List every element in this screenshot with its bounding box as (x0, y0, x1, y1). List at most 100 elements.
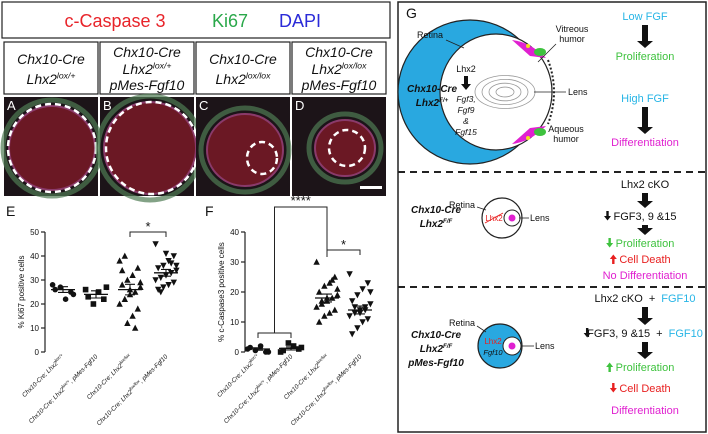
eye-label: Lhx2 (484, 337, 502, 346)
point (346, 271, 353, 278)
point (359, 319, 366, 326)
eye-label: Fgf10 (483, 348, 503, 357)
lens-ring (495, 86, 515, 98)
point (134, 305, 141, 312)
eye-label: Lhx2 (456, 64, 476, 74)
tissue (103, 101, 197, 195)
tissue (8, 105, 96, 191)
trend-arrow (606, 238, 614, 248)
genotype-line: Lhx2F/F (420, 343, 453, 355)
point (331, 306, 338, 313)
genotype-line: Lhx2lox/+ (27, 71, 76, 87)
genotype-line: Chx10-Cre (411, 330, 461, 341)
genotype-line: Lhx2lox/+ (123, 61, 172, 77)
step-part: Lhx2 cKO (621, 179, 670, 191)
point (103, 284, 110, 290)
step-part: FGF10 (661, 293, 695, 305)
category-after: , pMes-Fgf10 (68, 353, 100, 385)
eye-core (508, 214, 516, 222)
y-tick-label: 20 (230, 288, 239, 297)
outline (327, 128, 367, 168)
ciliary (534, 48, 546, 56)
step-text: Differentiation (611, 137, 679, 149)
point (121, 252, 128, 259)
tissue (306, 111, 384, 185)
panel-letter: C (199, 98, 208, 113)
step-text: Lhx2 cKO (621, 179, 670, 191)
point (129, 271, 136, 278)
point (173, 267, 180, 274)
point (316, 288, 323, 295)
point (160, 284, 167, 291)
point (290, 343, 297, 349)
flow-arrow (637, 342, 653, 359)
category-sup: lox/lox (118, 352, 131, 365)
point (321, 282, 328, 289)
strike (484, 212, 504, 224)
point (265, 349, 272, 355)
step-text: FGF3, 9 &15 (614, 211, 677, 223)
point (95, 289, 102, 295)
y-tick-label: 10 (30, 324, 39, 333)
point (331, 273, 338, 280)
panel-letter: G (406, 5, 417, 21)
point (298, 344, 305, 351)
allele: F/F (443, 218, 452, 225)
point (132, 324, 139, 331)
step-part: FGF3, 9 &15 (587, 328, 650, 340)
step-part: Differentiation (611, 137, 679, 149)
genotype-box (99, 41, 195, 95)
category-text: Chx10-Cre; Lhx2 (290, 388, 329, 427)
eye-label: Fgf15 (455, 127, 477, 137)
point (321, 312, 328, 319)
outline (245, 140, 279, 176)
lens-ring (481, 78, 529, 106)
allele: lox/lox (246, 71, 271, 81)
category-text: Chx10-Cre; Lhx2 (223, 386, 262, 425)
error-bar (355, 305, 365, 315)
eye-label: Retina (449, 200, 475, 210)
category-sup: lox/lox (315, 352, 328, 365)
eye-label: Lens (568, 87, 588, 97)
point (346, 313, 353, 320)
step-text: Proliferation (616, 362, 675, 374)
point (62, 296, 69, 303)
point (90, 301, 97, 307)
point (313, 258, 320, 265)
error-bar (91, 290, 101, 299)
genotype-box (291, 41, 387, 95)
error-bar (322, 293, 332, 303)
genotype-line: Chx10-Cre (17, 51, 85, 67)
genotype-line: Chx10-Cre (113, 44, 181, 60)
step-text: Cell Death (619, 383, 670, 395)
step-text: No Differentiation (603, 270, 688, 282)
genotype-line: Chx10-Cre (411, 205, 461, 216)
point (170, 279, 177, 286)
panel-letter: F (205, 203, 214, 219)
eye-label: Retina (417, 30, 443, 40)
eye-label: Aqueous (548, 124, 584, 134)
trend-arrow (609, 383, 617, 393)
point (329, 276, 336, 283)
point (354, 325, 361, 332)
y-tick-label: 20 (30, 300, 39, 309)
flow-arrow (637, 307, 653, 325)
genotype-line: pMes-Fgf10 (109, 77, 185, 93)
point (70, 291, 77, 298)
eye-label: Lens (530, 213, 550, 223)
eye-core (508, 342, 516, 350)
y-axis-label: % Ki67 positive cells (17, 256, 26, 329)
category-sup: lox/+ (255, 378, 266, 389)
y-tick-label: 0 (235, 348, 240, 357)
leader (537, 43, 557, 63)
point (124, 276, 131, 283)
error-bar (286, 346, 296, 351)
significance-label: **** (291, 193, 311, 208)
flow-arrow (637, 193, 653, 208)
genotype-line: Chx10-Cre (407, 84, 457, 95)
point (326, 309, 333, 316)
genotype-line: pMes-Fgf10 (407, 358, 464, 369)
category-after: , pMes-Fgf10 (332, 353, 364, 385)
error-bar (161, 268, 171, 277)
